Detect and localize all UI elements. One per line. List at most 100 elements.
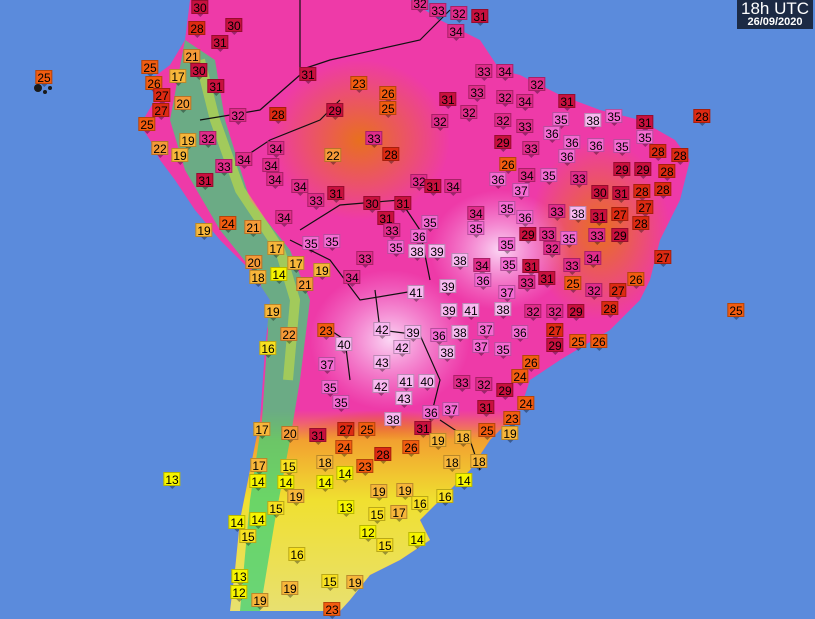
station-temperature-label[interactable]: 32 — [229, 108, 247, 125]
station-temperature-label[interactable]: 31 — [299, 67, 317, 84]
station-temperature-label[interactable]: 34 — [444, 179, 462, 196]
station-temperature-label[interactable]: 28 — [693, 109, 711, 126]
station-temperature-label[interactable]: 19 — [287, 489, 305, 506]
station-temperature-label[interactable]: 16 — [411, 496, 429, 513]
station-temperature-label[interactable]: 15 — [376, 538, 394, 555]
station-temperature-label[interactable]: 33 — [522, 141, 540, 158]
station-temperature-label[interactable]: 30 — [191, 0, 209, 17]
station-temperature-label[interactable]: 38 — [584, 113, 602, 130]
station-temperature-label[interactable]: 36 — [511, 325, 529, 342]
station-temperature-label[interactable]: 38 — [494, 302, 512, 319]
station-temperature-label[interactable]: 33 — [383, 223, 401, 240]
station-temperature-label[interactable]: 34 — [516, 94, 534, 111]
station-temperature-label[interactable]: 25 — [138, 117, 156, 134]
station-temperature-label[interactable]: 35 — [467, 221, 485, 238]
station-temperature-label[interactable]: 21 — [244, 220, 262, 237]
station-temperature-label[interactable]: 39 — [439, 279, 457, 296]
station-temperature-label[interactable]: 27 — [636, 200, 654, 217]
station-temperature-label[interactable]: 15 — [368, 507, 386, 524]
station-temperature-label[interactable]: 22 — [280, 327, 298, 344]
station-temperature-label[interactable]: 32 — [546, 304, 564, 321]
station-temperature-label[interactable]: 31 — [612, 186, 630, 203]
station-temperature-label[interactable]: 18 — [249, 270, 267, 287]
station-temperature-label[interactable]: 14 — [336, 466, 354, 483]
station-temperature-label[interactable]: 16 — [259, 341, 277, 358]
station-temperature-label[interactable]: 19 — [171, 148, 189, 165]
station-temperature-label[interactable]: 34 — [291, 179, 309, 196]
station-temperature-label[interactable]: 17 — [253, 422, 271, 439]
station-temperature-label[interactable]: 35 — [321, 380, 339, 397]
station-temperature-label[interactable]: 39 — [404, 325, 422, 342]
station-temperature-label[interactable]: 34 — [496, 64, 514, 81]
station-temperature-label[interactable]: 32 — [543, 241, 561, 258]
station-temperature-label[interactable]: 29 — [519, 227, 537, 244]
station-temperature-label[interactable]: 28 — [633, 184, 651, 201]
station-temperature-label[interactable]: 37 — [442, 402, 460, 419]
station-temperature-label[interactable]: 33 — [307, 193, 325, 210]
station-temperature-label[interactable]: 36 — [543, 126, 561, 143]
station-temperature-label[interactable]: 35 — [605, 109, 623, 126]
station-temperature-label[interactable]: 36 — [410, 229, 428, 246]
station-temperature-label[interactable]: 32 — [496, 90, 514, 107]
station-temperature-label[interactable]: 17 — [250, 458, 268, 475]
station-temperature-label[interactable]: 28 — [654, 182, 672, 199]
station-temperature-label[interactable]: 33 — [215, 159, 233, 176]
station-temperature-label[interactable]: 31 — [309, 428, 327, 445]
station-temperature-label[interactable]: 29 — [611, 228, 629, 245]
station-temperature-label[interactable]: 43 — [373, 355, 391, 372]
station-temperature-label[interactable]: 17 — [169, 69, 187, 86]
station-temperature-label[interactable]: 29 — [546, 338, 564, 355]
station-temperature-label[interactable]: 34 — [343, 270, 361, 287]
station-temperature-label[interactable]: 28 — [649, 144, 667, 161]
station-temperature-label[interactable]: 34 — [467, 206, 485, 223]
station-temperature-label[interactable]: 31 — [207, 79, 225, 96]
station-temperature-label[interactable]: 33 — [365, 131, 383, 148]
station-temperature-label[interactable]: 27 — [609, 283, 627, 300]
station-temperature-label[interactable]: 12 — [359, 525, 377, 542]
station-temperature-label[interactable]: 25 — [727, 303, 745, 320]
station-temperature-label[interactable]: 25 — [379, 101, 397, 118]
station-temperature-label[interactable]: 18 — [443, 455, 461, 472]
station-temperature-label[interactable]: 31 — [471, 9, 489, 26]
station-temperature-label[interactable]: 40 — [418, 374, 436, 391]
station-temperature-label[interactable]: 31 — [414, 421, 432, 438]
station-temperature-label[interactable]: 31 — [477, 400, 495, 417]
station-temperature-label[interactable]: 25 — [35, 70, 53, 87]
station-temperature-label[interactable]: 13 — [337, 500, 355, 517]
station-temperature-label[interactable]: 36 — [587, 138, 605, 155]
station-temperature-label[interactable]: 31 — [327, 186, 345, 203]
station-temperature-label[interactable]: 28 — [671, 148, 689, 165]
station-temperature-label[interactable]: 32 — [528, 77, 546, 94]
station-temperature-label[interactable]: 25 — [141, 60, 159, 77]
station-temperature-label[interactable]: 31 — [439, 92, 457, 109]
station-temperature-label[interactable]: 33 — [548, 204, 566, 221]
station-temperature-label[interactable]: 35 — [494, 342, 512, 359]
station-temperature-label[interactable]: 23 — [323, 602, 341, 619]
station-temperature-label[interactable]: 35 — [560, 231, 578, 248]
station-temperature-label[interactable]: 15 — [239, 529, 257, 546]
station-temperature-label[interactable]: 32 — [460, 105, 478, 122]
station-temperature-label[interactable]: 31 — [558, 94, 576, 111]
station-temperature-label[interactable]: 19 — [370, 484, 388, 501]
station-temperature-label[interactable]: 31 — [211, 35, 229, 52]
station-temperature-label[interactable]: 13 — [231, 569, 249, 586]
station-temperature-label[interactable]: 31 — [538, 271, 556, 288]
station-temperature-label[interactable]: 34 — [275, 210, 293, 227]
station-temperature-label[interactable]: 32 — [411, 0, 429, 13]
station-temperature-label[interactable]: 31 — [636, 115, 654, 132]
station-temperature-label[interactable]: 23 — [350, 76, 368, 93]
station-temperature-label[interactable]: 34 — [235, 152, 253, 169]
station-temperature-label[interactable]: 33 — [468, 85, 486, 102]
station-temperature-label[interactable]: 41 — [407, 285, 425, 302]
station-temperature-label[interactable]: 38 — [408, 244, 426, 261]
station-temperature-label[interactable]: 26 — [145, 76, 163, 93]
station-temperature-label[interactable]: 28 — [382, 147, 400, 164]
station-temperature-label[interactable]: 28 — [188, 21, 206, 38]
station-temperature-label[interactable]: 19 — [429, 433, 447, 450]
station-temperature-label[interactable]: 37 — [472, 339, 490, 356]
station-temperature-label[interactable]: 26 — [499, 157, 517, 174]
station-temperature-label[interactable]: 41 — [462, 303, 480, 320]
station-temperature-label[interactable]: 25 — [569, 334, 587, 351]
station-temperature-label[interactable]: 24 — [335, 440, 353, 457]
station-temperature-label[interactable]: 18 — [316, 455, 334, 472]
